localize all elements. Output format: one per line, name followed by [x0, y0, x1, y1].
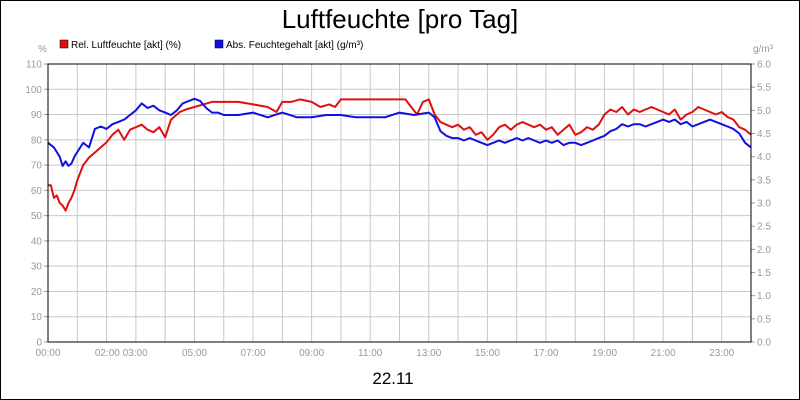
x-tick-label: 11:00: [358, 348, 383, 359]
y-left-tick-label: 70: [31, 161, 43, 172]
legend-label-abs: Abs. Feuchtegehalt [akt] (g/m³): [226, 40, 363, 51]
series-line-rel-humidity: [48, 98, 752, 212]
x-tick-label: 17:00: [533, 348, 558, 359]
y-left-unit: %: [38, 44, 47, 55]
x-tick-label: 21:00: [651, 348, 676, 359]
y-left-tick-label: 110: [26, 60, 42, 71]
x-tick-label: 07:00: [241, 348, 266, 359]
y-right-tick-label: 2.5: [757, 222, 771, 233]
y-right-tick-label: 3.0: [757, 199, 771, 210]
y-right-tick-label: 3.5: [757, 175, 771, 186]
y-right-tick-label: 1.5: [757, 268, 771, 279]
y-left-tick-label: 0: [36, 338, 42, 349]
legend-swatch-rel: [59, 39, 69, 49]
x-tick-label: 23:00: [709, 348, 734, 359]
plot-area: [47, 63, 752, 343]
x-tick-label: 00:00: [35, 348, 60, 359]
y-right-tick-label: 0.0: [757, 338, 771, 349]
legend-swatch-abs: [214, 39, 224, 49]
y-left-tick-label: 30: [31, 262, 43, 273]
x-tick-label: 15:00: [475, 348, 500, 359]
y-left-tick-label: 80: [31, 135, 43, 146]
y-left-tick-label: 100: [25, 85, 42, 96]
y-right-tick-label: 6.0: [757, 60, 771, 71]
y-left-axis: 0 10 20 30 40 50 60 70 80 90 100 110: [25, 60, 48, 349]
y-right-tick-label: 4.5: [757, 129, 771, 140]
y-left-tick-label: 20: [31, 287, 43, 298]
y-right-tick-label: 5.0: [757, 106, 771, 117]
y-right-tick-label: 5.5: [757, 83, 771, 94]
x-tick-label: 13:00: [416, 348, 441, 359]
y-right-tick-label: 2.0: [757, 245, 771, 256]
x-tick-label: 05:00: [182, 348, 207, 359]
series-line-abs-humidity: [47, 97, 752, 167]
y-left-tick-label: 10: [31, 312, 43, 323]
x-tick-label: 09:00: [299, 348, 324, 359]
y-right-tick-label: 1.0: [757, 291, 771, 302]
y-right-axis: 0.0 0.5 1.0 1.5 2.0 2.5 3.0 3.5 4.0 4.5 5.0 5.5 6.0: [751, 60, 771, 349]
legend-label-rel: Rel. Luftfeuchte [akt] (%): [71, 40, 181, 51]
y-right-tick-label: 4.0: [757, 152, 771, 163]
x-tick-label: 19:00: [592, 348, 617, 359]
x-tick-label: 02:00 03:00: [95, 348, 148, 359]
y-left-tick-label: 50: [31, 211, 43, 222]
date-label: 22.11: [372, 369, 413, 388]
x-axis: 00:00 02:00 03:00 05:00 07:00 09:00 11:00 13:0…: [35, 348, 734, 359]
y-right-tick-label: 0.5: [757, 314, 771, 325]
y-left-tick-label: 60: [31, 186, 43, 197]
y-right-unit: g/m³: [753, 44, 774, 55]
chart-title: Luftfeuchte [pro Tag]: [282, 4, 519, 34]
y-left-tick-label: 90: [31, 110, 43, 121]
y-left-tick-label: 40: [31, 236, 43, 247]
series-lines: [47, 97, 752, 212]
